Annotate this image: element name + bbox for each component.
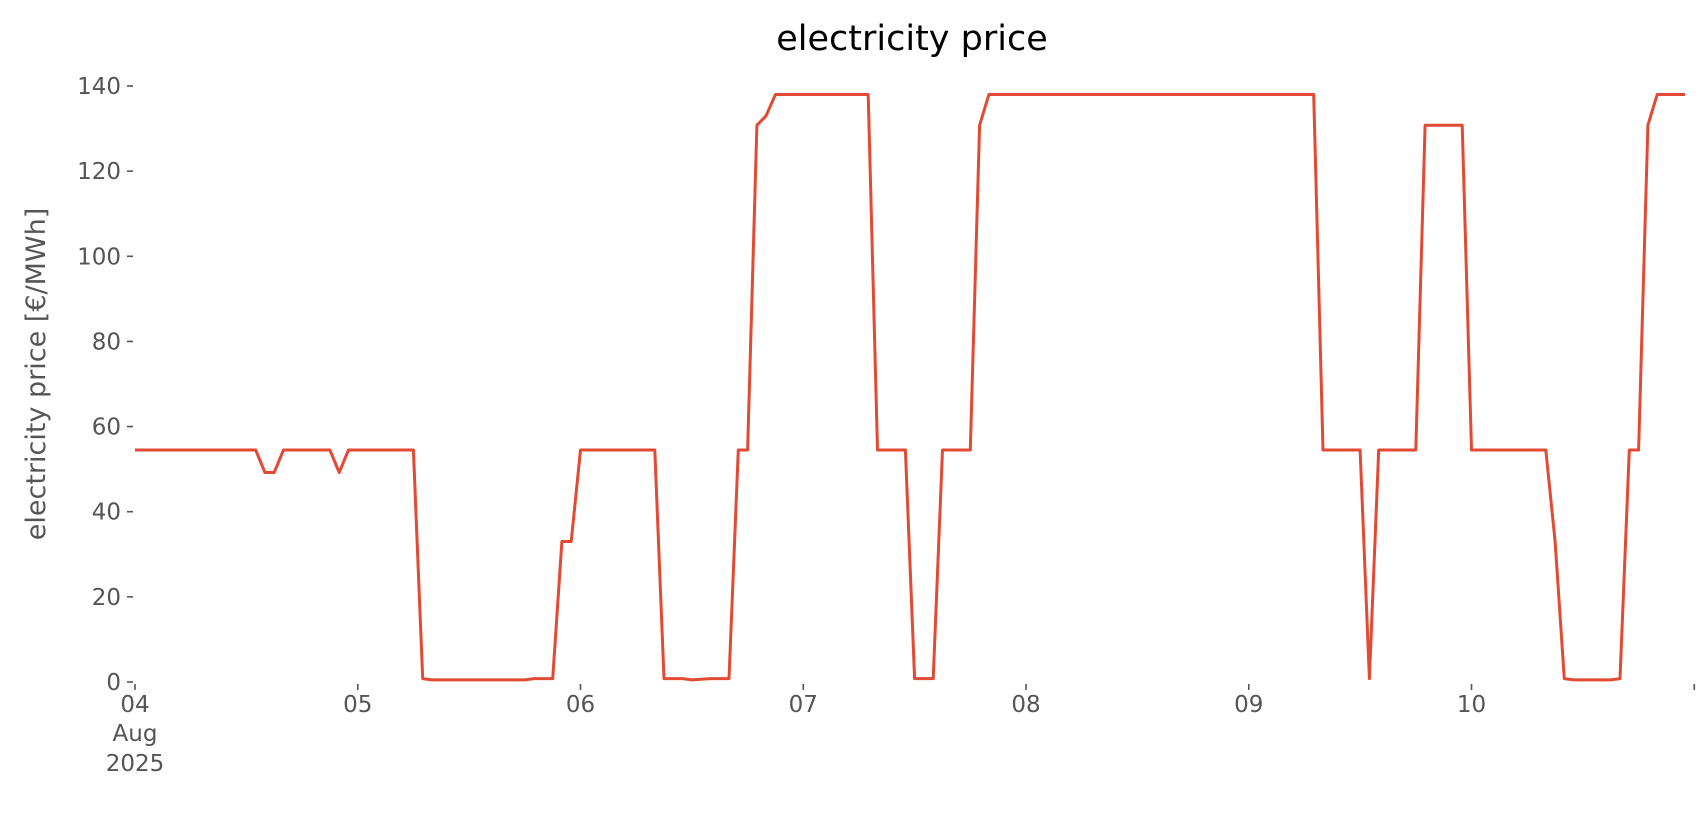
y-tick-label: 120 bbox=[77, 159, 121, 185]
series-layer bbox=[135, 93, 1685, 682]
x-tick-sublabel: Aug bbox=[113, 721, 158, 747]
x-tick-label: 04 bbox=[120, 692, 149, 718]
x-tick-sublabel: 2025 bbox=[106, 751, 165, 777]
y-tick-label: 60 bbox=[92, 415, 121, 441]
x-tick-label: 10 bbox=[1457, 692, 1486, 718]
y-tick-label: 20 bbox=[92, 585, 121, 611]
series-line-0 bbox=[135, 93, 1685, 682]
y-tick-label: 40 bbox=[92, 500, 121, 526]
x-axis: 04 Aug 2025 05 06 07 08 09 10 bbox=[106, 684, 1696, 777]
x-tick-label: 06 bbox=[566, 692, 595, 718]
y-tick-label: 140 bbox=[77, 74, 121, 100]
chart-title: electricity price bbox=[776, 19, 1048, 59]
x-tick-label: 09 bbox=[1234, 692, 1263, 718]
x-tick-label: 07 bbox=[789, 692, 818, 718]
y-tick-label: 0 bbox=[106, 670, 121, 696]
x-tick-label: 08 bbox=[1011, 692, 1040, 718]
x-tick-label: 05 bbox=[343, 692, 372, 718]
y-tick-label: 80 bbox=[92, 329, 121, 355]
y-tick-label: 100 bbox=[77, 244, 121, 270]
y-axis: 0 20 40 60 80 100 120 140 bbox=[77, 74, 133, 696]
y-axis-label: electricity price [€/MWh] bbox=[21, 208, 52, 540]
